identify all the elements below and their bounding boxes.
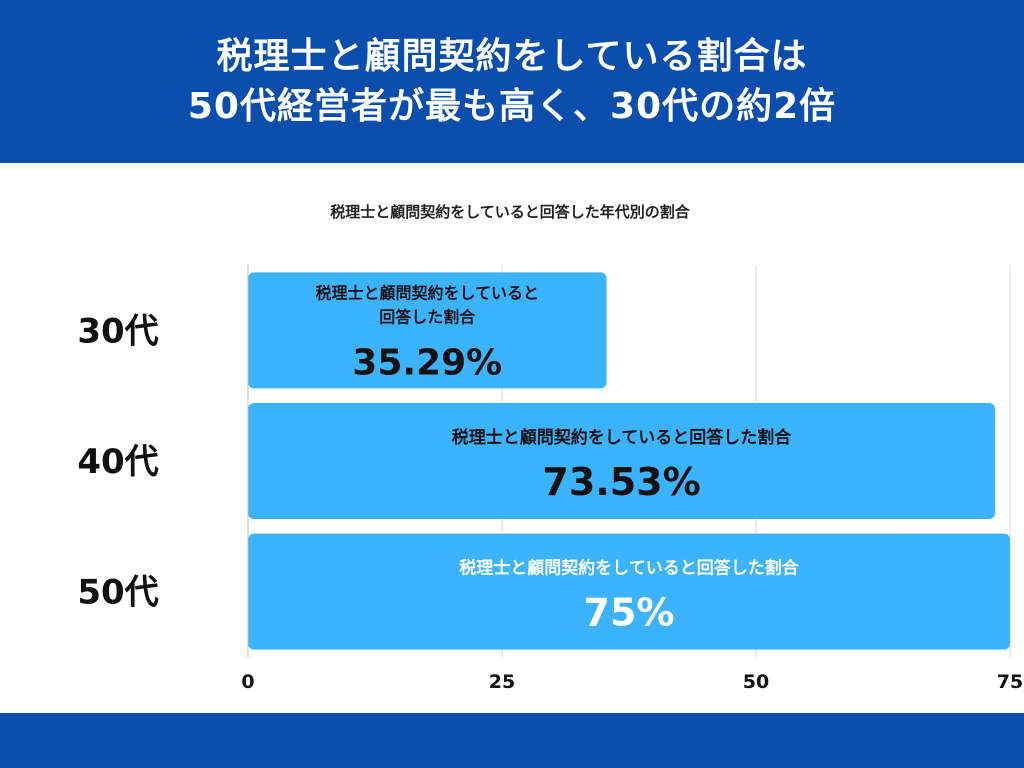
chart-title: 税理士と顧問契約をしていると回答した年代別の割合	[330, 203, 690, 221]
headline-line-2: 50代経営者が最も高く、30代の約2倍	[187, 85, 837, 127]
data-label-1: 73.53%	[542, 460, 700, 504]
bar-chart: 0 25 50 7530代税理士と顧問契約をしていると回答した割合35.29%40代税…	[77, 265, 1023, 693]
x-tick-label-1: 25	[489, 671, 515, 693]
category-label-1: 40代	[77, 442, 158, 482]
bar-0	[248, 272, 607, 389]
bar-2	[248, 533, 1010, 650]
category-label-2: 50代	[77, 573, 158, 613]
x-tick-label-0: 0	[241, 671, 254, 693]
category-label-0: 30代	[77, 311, 158, 351]
bar-caption-0-1: 回答した割合	[379, 307, 476, 326]
data-label-0: 35.29%	[352, 342, 502, 383]
footer-banner	[0, 713, 1024, 768]
headline-line-1: 税理士と顧問契約をしている割合は	[216, 35, 808, 77]
x-tick-label-3: 75	[997, 671, 1023, 693]
header-banner: 税理士と顧問契約をしている割合は 50代経営者が最も高く、30代の約2倍	[0, 0, 1024, 163]
bar-caption-1-0: 税理士と顧問契約をしていると回答した割合	[452, 427, 792, 448]
data-label-2: 75%	[584, 591, 675, 635]
bar-caption-0-0: 税理士と顧問契約をしていると	[316, 283, 540, 302]
bar-1	[248, 403, 996, 519]
bar-caption-2-0: 税理士と顧問契約をしていると回答した割合	[459, 558, 799, 579]
x-tick-label-2: 50	[743, 671, 769, 693]
